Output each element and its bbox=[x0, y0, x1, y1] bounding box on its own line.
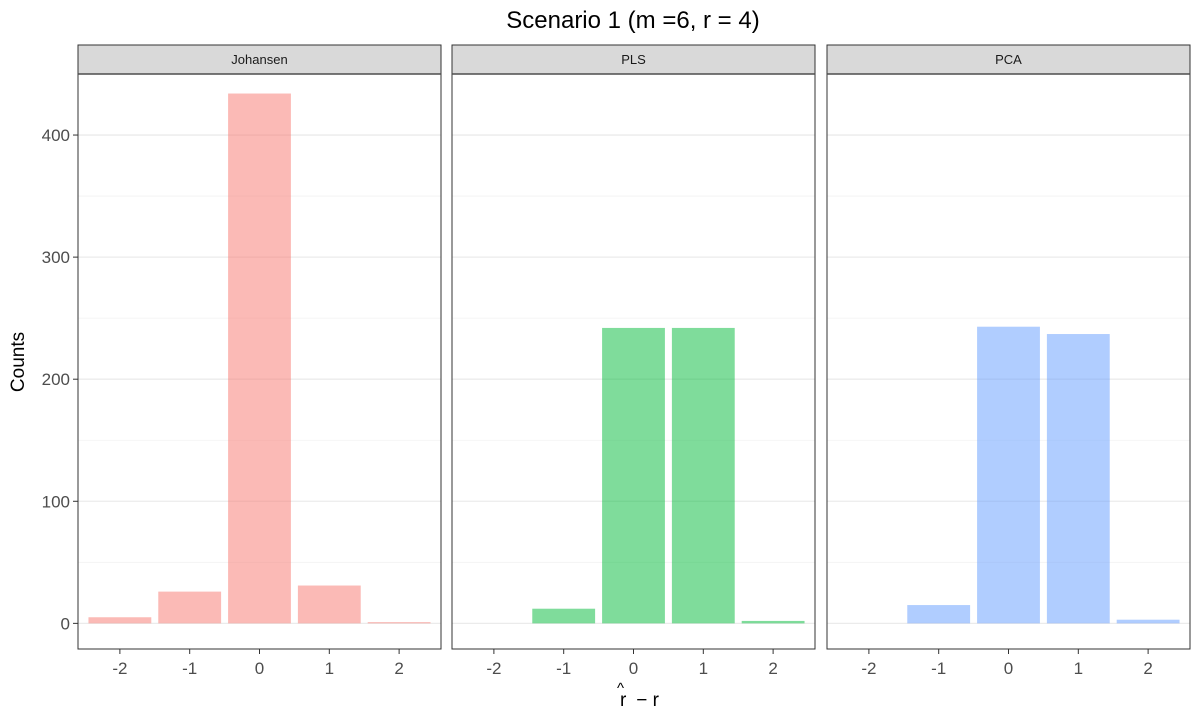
bar-johansen--2 bbox=[88, 617, 152, 624]
bar-pca--1 bbox=[907, 605, 971, 624]
facet-strip-label: PLS bbox=[621, 52, 646, 67]
x-axis-title-hat: ^ bbox=[617, 680, 624, 697]
bar-pca-0 bbox=[977, 326, 1040, 624]
x-tick-label: 2 bbox=[768, 659, 777, 678]
facet-pca: PCA -2 -1 0 1 2 bbox=[826, 44, 1191, 678]
x-axis-title: r ^ − r bbox=[617, 680, 660, 711]
x-tick-label: 1 bbox=[699, 659, 708, 678]
x-tick-label: 0 bbox=[1004, 659, 1013, 678]
x-tick-label: -1 bbox=[931, 659, 946, 678]
bar-pls--1 bbox=[532, 608, 596, 624]
x-tick-label: 1 bbox=[325, 659, 334, 678]
bar-johansen--1 bbox=[158, 591, 222, 624]
bar-johansen-1 bbox=[297, 585, 361, 624]
x-tick-label: 1 bbox=[1074, 659, 1083, 678]
x-tick-label: 2 bbox=[1143, 659, 1152, 678]
bar-pls-1 bbox=[671, 327, 735, 624]
bar-pls-2 bbox=[741, 620, 805, 624]
bar-johansen-2 bbox=[367, 622, 431, 624]
x-tick-label: -2 bbox=[861, 659, 876, 678]
facet-pls: PLS -2 -1 0 1 2 bbox=[451, 44, 816, 678]
facet-strip-label: PCA bbox=[995, 52, 1022, 67]
bar-pls-0 bbox=[602, 327, 665, 624]
y-tick-label: 0 bbox=[61, 614, 70, 633]
x-tick-label: 0 bbox=[629, 659, 638, 678]
bar-johansen-0 bbox=[228, 93, 291, 624]
x-tick-label: -1 bbox=[556, 659, 571, 678]
y-tick-label: 200 bbox=[42, 370, 70, 389]
facet-johansen: Johansen -2 -1 0 1 2 bbox=[77, 44, 442, 678]
x-tick-label: 0 bbox=[255, 659, 264, 678]
bar-pca-1 bbox=[1046, 334, 1110, 624]
chart-title: Scenario 1 (m =6, r = 4) bbox=[506, 7, 759, 34]
x-axis-title-main: r bbox=[620, 690, 627, 711]
facets: Johansen -2 -1 0 1 2 PLS -2 -1 0 1 2 PCA -2 -1 0 1 2 bbox=[77, 44, 1191, 678]
y-tick-label: 100 bbox=[42, 492, 70, 511]
y-axis: 0 100 200 300 400 bbox=[42, 126, 78, 633]
y-tick-label: 400 bbox=[42, 126, 70, 145]
bar-pca-2 bbox=[1116, 619, 1180, 624]
x-tick-label: -1 bbox=[182, 659, 197, 678]
y-tick-label: 300 bbox=[42, 248, 70, 267]
y-axis-title: Counts bbox=[8, 332, 29, 392]
x-tick-label: -2 bbox=[112, 659, 127, 678]
facet-strip bbox=[451, 44, 816, 75]
x-axis-title-rest: − r bbox=[631, 690, 660, 711]
x-tick-label: 2 bbox=[394, 659, 403, 678]
x-tick-label: -2 bbox=[486, 659, 501, 678]
facet-strip-label: Johansen bbox=[231, 52, 287, 67]
